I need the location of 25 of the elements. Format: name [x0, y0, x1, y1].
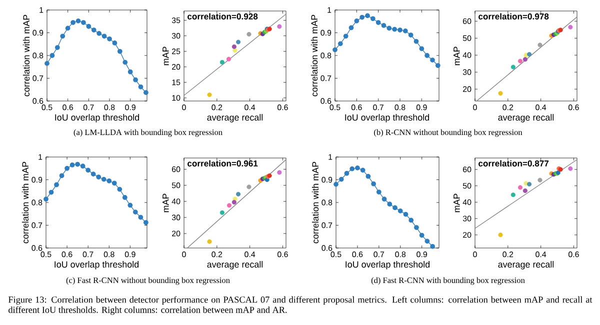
annotation: correlation=0.877	[478, 160, 549, 166]
text: (d) Fast R-CNN with bounding box regression	[371, 277, 525, 285]
y-axis-title: mAP	[454, 194, 460, 212]
text: (c) Fast R-CNN without bounding box regression	[66, 277, 230, 285]
text: (b) R-CNN without bounding box regression	[374, 129, 522, 137]
annotation: correlation=0.978	[478, 13, 549, 20]
caption: Figure 13: Correlation between detector performance on PASCAL 07 and different proposal metrics. Left columns: correlation between mAP and recall at different IoU thresholds. Right columns: correlation between mAP and AR.	[8, 296, 592, 315]
x-axis-title: IoU overlap threshold	[54, 261, 139, 270]
x-axis-title: average recall	[207, 114, 263, 122]
y-axis-title: correlation with mAP	[22, 162, 29, 244]
text: (a) LM-LLDA with bounding box regression	[74, 129, 222, 137]
x-axis-title: average recall	[498, 261, 554, 270]
x-axis-title: IoU overlap threshold	[346, 261, 430, 270]
y-axis-title: correlation with mAP	[310, 14, 318, 96]
annotation: correlation=0.928	[188, 13, 258, 20]
y-axis-title: correlation with mAP	[22, 14, 30, 96]
x-axis-title: average recall	[207, 261, 263, 270]
y-axis-title: mAP	[162, 46, 169, 66]
x-axis-title: IoU overlap threshold	[345, 114, 430, 122]
y-axis-title: correlation with mAP	[312, 162, 319, 244]
y-axis-title: mAP	[162, 194, 169, 212]
x-axis-title: IoU overlap threshold	[55, 114, 140, 122]
annotation: correlation=0.961	[188, 160, 258, 166]
y-axis-title: mAP	[454, 46, 460, 66]
x-axis-title: average recall	[498, 114, 554, 122]
